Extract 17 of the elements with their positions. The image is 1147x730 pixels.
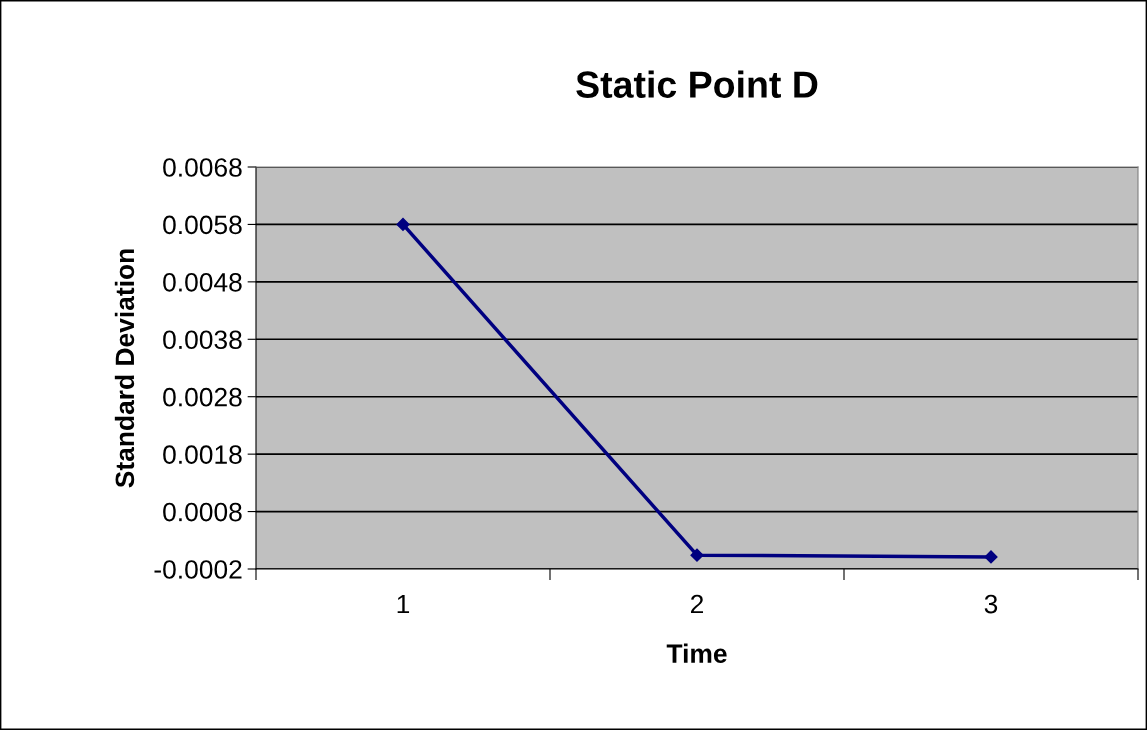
y-tick-label: 0.0048 — [163, 272, 242, 292]
point — [690, 548, 704, 562]
point — [984, 550, 998, 564]
x-tick-label: 2 — [690, 594, 704, 614]
y-tick-label: 0.0028 — [163, 387, 242, 407]
y-tick-label: 0.0038 — [163, 330, 242, 350]
y-tick-label: 0.0008 — [163, 502, 242, 522]
point — [396, 217, 410, 232]
x-axis-title: Time — [666, 643, 727, 663]
y-tick-label: -0.0002 — [154, 560, 242, 579]
y-tick-label: 0.0058 — [163, 215, 242, 235]
x-tick-label: 1 — [397, 594, 410, 614]
chart-title: Static Point D — [576, 70, 818, 98]
y-axis-title: Standard Deviation — [114, 249, 135, 488]
y-tick-label: 0.0068 — [163, 158, 242, 177]
y-tick-label: 0.0018 — [163, 445, 242, 464]
x-tick-label: 3 — [984, 594, 998, 614]
